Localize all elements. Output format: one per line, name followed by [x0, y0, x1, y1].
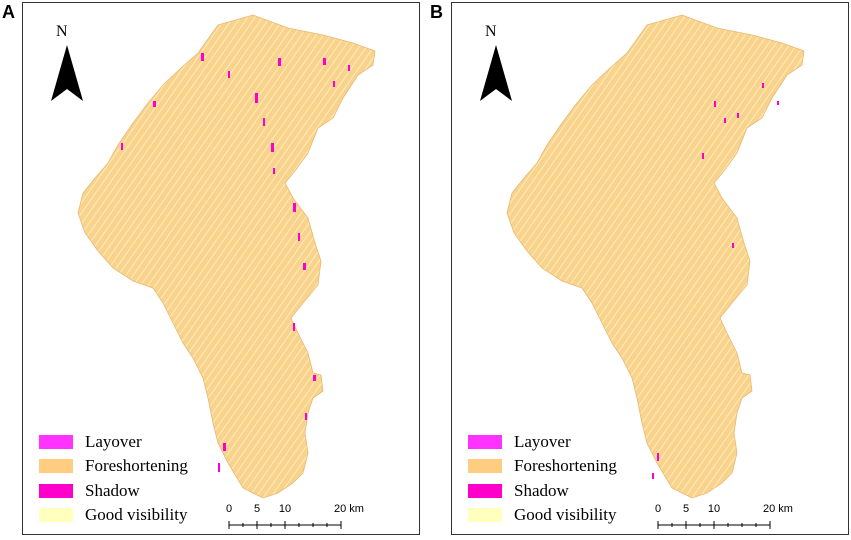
legend-label: Good visibility: [514, 505, 617, 524]
legend-item-foreshortening: Foreshortening: [39, 455, 188, 477]
scale-tick-label: 5: [253, 503, 261, 515]
legend-swatch-good-visibility: [468, 508, 502, 522]
legend-swatch-layover: [39, 435, 73, 449]
legend-label: Layover: [85, 432, 142, 451]
legend-item-shadow: Shadow: [468, 480, 569, 502]
scale-tick-label: 5: [682, 503, 690, 515]
legend-item-foreshortening: Foreshortening: [468, 455, 617, 477]
panel-a-north-label: N: [56, 23, 68, 40]
legend-item-layover: Layover: [468, 431, 571, 453]
legend-swatch-good-visibility: [39, 508, 73, 522]
panel-b-terrain-map: [506, 14, 805, 499]
scale-bar-graphic: [228, 521, 342, 529]
region-outline-b: [506, 14, 805, 499]
legend-swatch-shadow: [468, 484, 502, 498]
scale-tick-label: 10: [707, 503, 721, 515]
scale-tick-label: 10: [278, 503, 292, 515]
panel-b-scalebar: 0 5 10 20 km: [652, 503, 812, 531]
layover-shadow-patches-a: [121, 53, 350, 472]
legend-item-good-visibility: Good visibility: [468, 504, 616, 526]
scale-tick-label: 20 km: [763, 503, 793, 515]
scale-tick-label: 20 km: [334, 503, 364, 515]
north-arrow-icon: [51, 45, 83, 101]
panel-a-terrain-map: [77, 14, 376, 499]
scale-tick-label: 0: [654, 503, 662, 515]
legend-swatch-shadow: [39, 484, 73, 498]
north-arrow-icon: [480, 45, 512, 101]
region-outline-a: [77, 14, 376, 499]
panel-b-letter: B: [430, 2, 443, 22]
scale-bar-graphic: [657, 521, 771, 529]
legend-item-good-visibility: Good visibility: [39, 504, 187, 526]
legend-swatch-foreshortening: [39, 459, 73, 473]
panel-b-legend: Layover Foreshortening Shadow Good visib…: [468, 431, 668, 531]
legend-label: Foreshortening: [514, 456, 617, 475]
panel-b-map-frame: N Layover Foreshortening Shadow Good vis…: [451, 2, 849, 535]
panel-b-north-label: N: [485, 23, 497, 40]
legend-item-layover: Layover: [39, 431, 142, 453]
legend-label: Shadow: [85, 481, 140, 500]
panel-a-scalebar: 0 5 10 20 km: [223, 503, 383, 531]
scale-tick-label: 0: [225, 503, 233, 515]
legend-swatch-layover: [468, 435, 502, 449]
panel-a-map-frame: N Layover Foreshortening Shadow Good vis…: [22, 2, 420, 535]
legend-label: Good visibility: [85, 505, 188, 524]
panel-a-letter: A: [2, 2, 15, 22]
legend-label: Foreshortening: [85, 456, 188, 475]
legend-swatch-foreshortening: [468, 459, 502, 473]
panel-a-legend: Layover Foreshortening Shadow Good visib…: [39, 431, 239, 531]
legend-label: Shadow: [514, 481, 569, 500]
legend-item-shadow: Shadow: [39, 480, 140, 502]
legend-label: Layover: [514, 432, 571, 451]
layover-shadow-patches-b: [652, 83, 779, 479]
